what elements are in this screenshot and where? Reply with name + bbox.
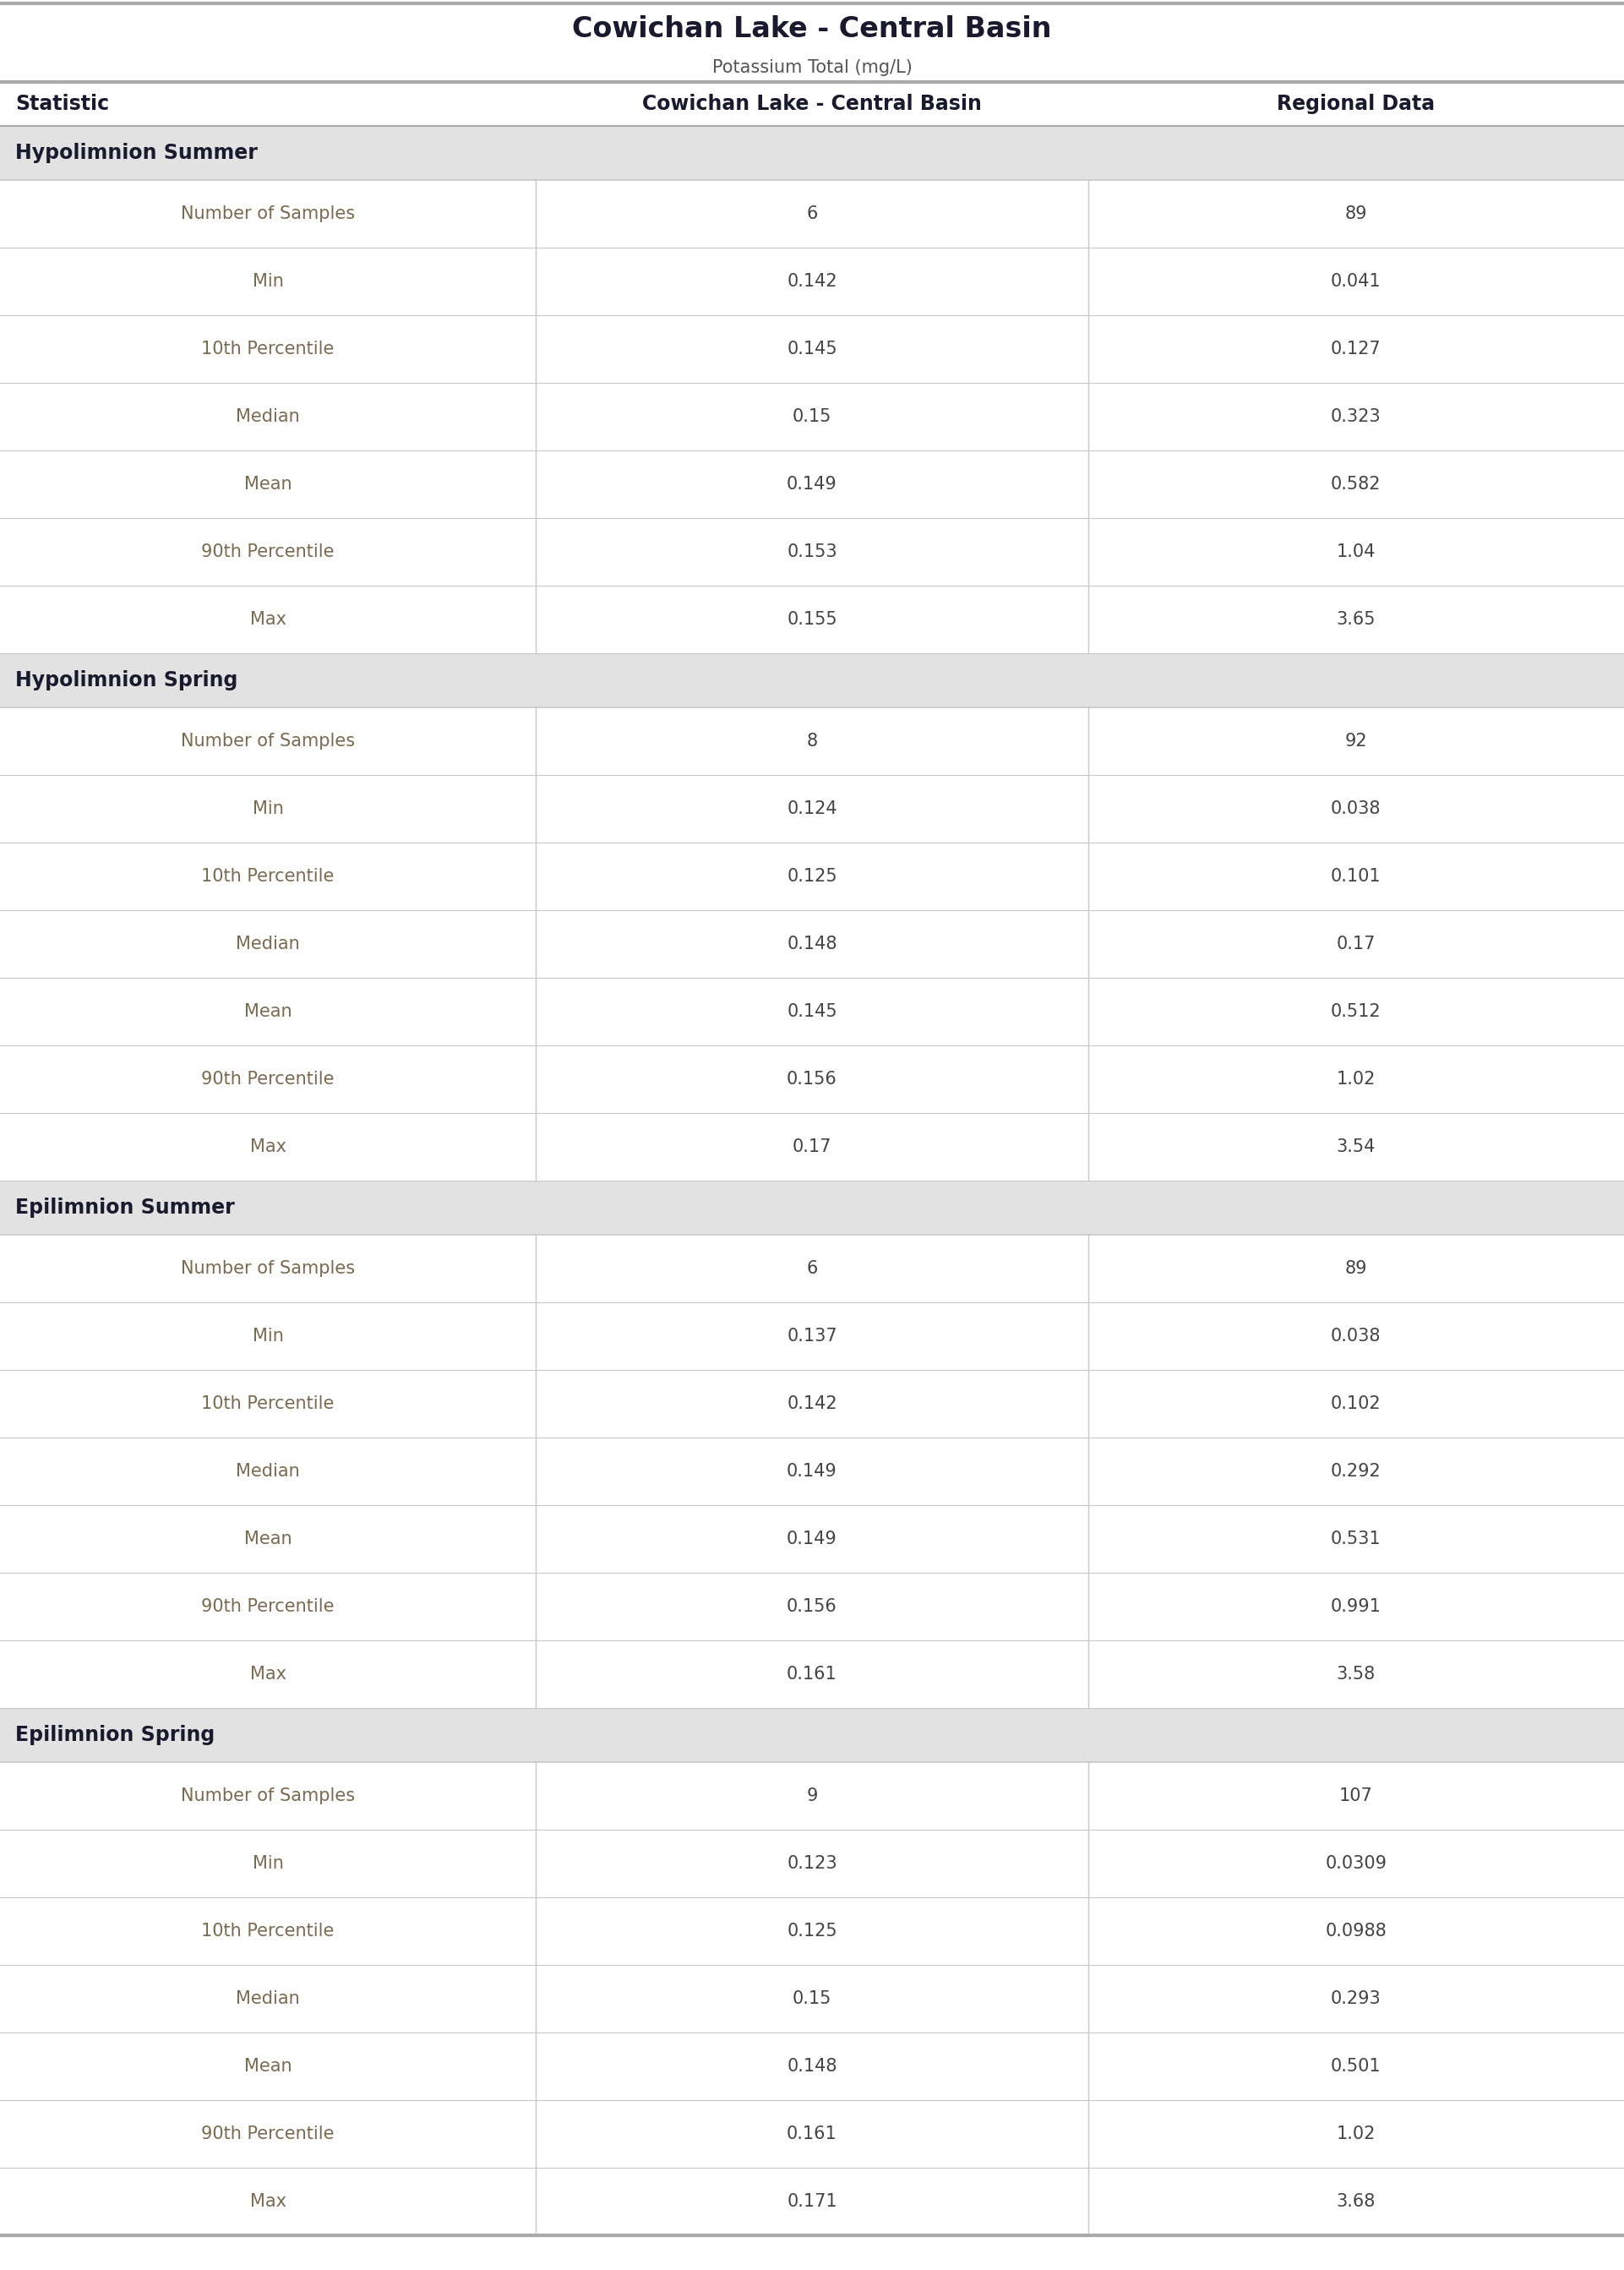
Text: 6: 6 xyxy=(807,1260,817,1278)
Text: 90th Percentile: 90th Percentile xyxy=(201,1598,335,1614)
Text: 0.0988: 0.0988 xyxy=(1325,1923,1387,1939)
Text: 0.156: 0.156 xyxy=(786,1071,838,1087)
Text: 0.102: 0.102 xyxy=(1330,1396,1382,1412)
Text: Number of Samples: Number of Samples xyxy=(180,733,356,749)
Text: Min: Min xyxy=(252,1855,284,1873)
Text: Regional Data: Regional Data xyxy=(1276,93,1436,114)
Text: 0.531: 0.531 xyxy=(1330,1530,1382,1548)
Text: 89: 89 xyxy=(1345,1260,1367,1278)
Text: 3.65: 3.65 xyxy=(1337,611,1376,629)
Text: 3.54: 3.54 xyxy=(1337,1137,1376,1155)
Text: 0.038: 0.038 xyxy=(1332,801,1380,817)
Text: 1.02: 1.02 xyxy=(1337,2125,1376,2143)
Text: Min: Min xyxy=(252,1328,284,1344)
Text: 0.148: 0.148 xyxy=(788,935,836,953)
Text: 0.171: 0.171 xyxy=(786,2193,838,2211)
Text: Epilimnion Summer: Epilimnion Summer xyxy=(15,1199,235,1217)
Text: Mean: Mean xyxy=(244,2059,292,2075)
Bar xyxy=(0,1180,1624,1235)
Text: 0.041: 0.041 xyxy=(1330,272,1382,291)
Text: Statistic: Statistic xyxy=(15,93,109,114)
Text: 0.161: 0.161 xyxy=(786,1666,838,1682)
Text: Number of Samples: Number of Samples xyxy=(180,1260,356,1278)
Text: 6: 6 xyxy=(807,204,817,222)
Text: Max: Max xyxy=(250,2193,286,2211)
Text: 0.125: 0.125 xyxy=(786,1923,838,1939)
Text: Min: Min xyxy=(252,801,284,817)
Text: 0.155: 0.155 xyxy=(786,611,838,629)
Text: 90th Percentile: 90th Percentile xyxy=(201,2125,335,2143)
Text: Epilimnion Spring: Epilimnion Spring xyxy=(15,1725,214,1746)
Bar xyxy=(0,1707,1624,1762)
Text: Median: Median xyxy=(235,1462,300,1480)
Text: 0.137: 0.137 xyxy=(786,1328,838,1344)
Text: 8: 8 xyxy=(807,733,817,749)
Text: 0.038: 0.038 xyxy=(1332,1328,1380,1344)
Text: 0.501: 0.501 xyxy=(1330,2059,1382,2075)
Text: Mean: Mean xyxy=(244,477,292,493)
Text: 0.145: 0.145 xyxy=(786,1003,838,1019)
Text: 0.101: 0.101 xyxy=(1330,867,1382,885)
Text: 0.17: 0.17 xyxy=(1337,935,1376,953)
Text: 10th Percentile: 10th Percentile xyxy=(201,340,335,356)
Text: Hypolimnion Spring: Hypolimnion Spring xyxy=(15,670,237,690)
Text: 0.156: 0.156 xyxy=(786,1598,838,1614)
Text: Cowichan Lake - Central Basin: Cowichan Lake - Central Basin xyxy=(572,16,1052,43)
Text: 0.323: 0.323 xyxy=(1330,409,1382,424)
Bar xyxy=(0,125,1624,179)
Bar xyxy=(0,654,1624,708)
Text: 0.512: 0.512 xyxy=(1330,1003,1382,1019)
Text: 0.142: 0.142 xyxy=(786,1396,838,1412)
Text: 0.17: 0.17 xyxy=(793,1137,831,1155)
Text: 10th Percentile: 10th Percentile xyxy=(201,1923,335,1939)
Text: 0.15: 0.15 xyxy=(793,1991,831,2007)
Text: Min: Min xyxy=(252,272,284,291)
Text: 0.149: 0.149 xyxy=(786,1462,838,1480)
Text: 0.125: 0.125 xyxy=(786,867,838,885)
Text: 0.148: 0.148 xyxy=(788,2059,836,2075)
Text: 10th Percentile: 10th Percentile xyxy=(201,867,335,885)
Text: 0.124: 0.124 xyxy=(786,801,838,817)
Text: 3.68: 3.68 xyxy=(1337,2193,1376,2211)
Text: 0.149: 0.149 xyxy=(786,1530,838,1548)
Text: 1.04: 1.04 xyxy=(1337,543,1376,561)
Text: 3.58: 3.58 xyxy=(1337,1666,1376,1682)
Text: 0.0309: 0.0309 xyxy=(1325,1855,1387,1873)
Text: Max: Max xyxy=(250,1137,286,1155)
Text: Median: Median xyxy=(235,409,300,424)
Text: 10th Percentile: 10th Percentile xyxy=(201,1396,335,1412)
Text: 0.991: 0.991 xyxy=(1330,1598,1382,1614)
Text: 0.161: 0.161 xyxy=(786,2125,838,2143)
Text: 0.293: 0.293 xyxy=(1330,1991,1382,2007)
Text: 90th Percentile: 90th Percentile xyxy=(201,543,335,561)
Text: 90th Percentile: 90th Percentile xyxy=(201,1071,335,1087)
Text: 0.15: 0.15 xyxy=(793,409,831,424)
Text: Number of Samples: Number of Samples xyxy=(180,204,356,222)
Text: 0.582: 0.582 xyxy=(1332,477,1380,493)
Text: 89: 89 xyxy=(1345,204,1367,222)
Text: Median: Median xyxy=(235,1991,300,2007)
Text: Hypolimnion Summer: Hypolimnion Summer xyxy=(15,143,258,163)
Text: 0.153: 0.153 xyxy=(786,543,838,561)
Text: 0.145: 0.145 xyxy=(786,340,838,356)
Text: Median: Median xyxy=(235,935,300,953)
Text: 107: 107 xyxy=(1340,1786,1372,1805)
Text: 9: 9 xyxy=(807,1786,817,1805)
Text: Potassium Total (mg/L): Potassium Total (mg/L) xyxy=(711,59,913,75)
Text: 0.149: 0.149 xyxy=(786,477,838,493)
Text: Max: Max xyxy=(250,1666,286,1682)
Text: Number of Samples: Number of Samples xyxy=(180,1786,356,1805)
Text: 0.123: 0.123 xyxy=(786,1855,838,1873)
Text: 0.292: 0.292 xyxy=(1330,1462,1382,1480)
Text: Mean: Mean xyxy=(244,1003,292,1019)
Text: 0.127: 0.127 xyxy=(1330,340,1382,356)
Text: Cowichan Lake - Central Basin: Cowichan Lake - Central Basin xyxy=(641,93,983,114)
Text: 1.02: 1.02 xyxy=(1337,1071,1376,1087)
Text: Mean: Mean xyxy=(244,1530,292,1548)
Text: 0.142: 0.142 xyxy=(786,272,838,291)
Text: Max: Max xyxy=(250,611,286,629)
Text: 92: 92 xyxy=(1345,733,1367,749)
